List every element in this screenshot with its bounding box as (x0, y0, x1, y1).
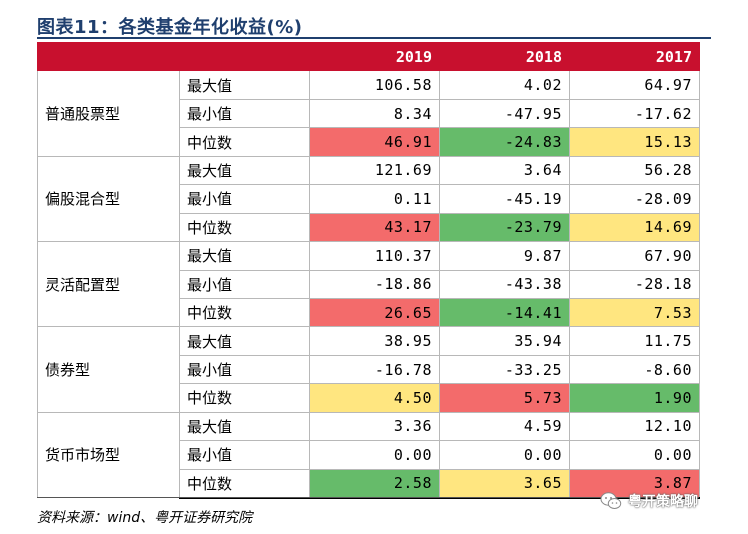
table-row: 中位数 43.17 -23.79 14.69 (38, 212, 700, 243)
value-cell: -28.18 (569, 269, 700, 299)
value-cell: -23.79 (439, 212, 570, 243)
wechat-icon (600, 492, 622, 509)
value-cell: 8.34 (309, 98, 440, 129)
metric-cell: 最小值 (179, 440, 310, 470)
header-year-2017: 2017 (569, 41, 700, 72)
watermark-text: 粤开策略聊 (628, 494, 698, 510)
category-cell: 灵活配置型 (37, 241, 180, 328)
value-cell: 67.90 (569, 241, 700, 271)
value-cell: 3.64 (439, 155, 570, 186)
value-cell: -33.25 (439, 354, 570, 385)
value-cell: 9.87 (439, 241, 570, 271)
table-row: 中位数 2.58 3.65 3.87 (38, 468, 700, 499)
table-row: 货币市场型 最大值 3.36 4.59 12.10 (37, 411, 700, 499)
header-year-2018: 2018 (439, 41, 570, 72)
metric-cell: 最大值 (179, 155, 310, 186)
value-cell: 3.36 (309, 411, 440, 442)
value-cell: 4.59 (439, 411, 570, 442)
value-cell: 38.95 (309, 326, 440, 356)
metric-cell: 最大值 (179, 326, 310, 356)
value-cell: 46.91 (309, 127, 440, 157)
table-row: 灵活配置型 最大值 110.37 9.87 67.90 (37, 241, 700, 328)
value-cell: -16.78 (309, 354, 440, 385)
value-cell: 3.87 (569, 468, 700, 499)
metric-cell: 最小值 (179, 184, 310, 214)
value-cell: 1.90 (569, 383, 700, 413)
value-cell: 2.58 (309, 468, 440, 499)
table-header-row: 2019 2018 2017 (37, 41, 700, 72)
value-cell: -24.83 (439, 127, 570, 157)
metric-cell: 中位数 (179, 468, 310, 499)
header-blank-cell (37, 41, 310, 72)
header-year-2019: 2019 (309, 41, 440, 72)
value-cell: -28.09 (569, 184, 700, 214)
table-row: 最小值 0.11 -45.19 -28.09 (38, 184, 700, 214)
category-cell: 债券型 (37, 326, 180, 413)
source-note: 资料来源：wind、粤开证券研究院 (37, 510, 253, 526)
value-cell: 43.17 (309, 212, 440, 243)
category-cell: 货币市场型 (37, 411, 180, 499)
value-cell: 12.10 (569, 411, 700, 442)
value-cell: -47.95 (439, 98, 570, 129)
category-cell: 普通股票型 (37, 70, 180, 157)
metric-cell: 中位数 (179, 127, 310, 157)
table-row: 最小值 -18.86 -43.38 -28.18 (38, 269, 700, 299)
value-cell: -14.41 (439, 297, 570, 328)
value-cell: 15.13 (569, 127, 700, 157)
table-row: 最小值 8.34 -47.95 -17.62 (38, 98, 700, 129)
value-cell: 35.94 (439, 326, 570, 356)
value-cell: 3.65 (439, 468, 570, 499)
value-cell: 7.53 (569, 297, 700, 328)
table-row: 债券型 最大值 38.95 35.94 11.75 (37, 326, 700, 413)
metric-cell: 最大值 (179, 70, 310, 100)
metric-cell: 中位数 (179, 212, 310, 243)
value-cell: 0.11 (309, 184, 440, 214)
value-cell: 0.00 (439, 440, 570, 470)
watermark: 粤开策略聊 (600, 491, 698, 511)
value-cell: 11.75 (569, 326, 700, 356)
metric-cell: 最小值 (179, 269, 310, 299)
value-cell: -45.19 (439, 184, 570, 214)
value-cell: 121.69 (309, 155, 440, 186)
value-cell: 56.28 (569, 155, 700, 186)
value-cell: -43.38 (439, 269, 570, 299)
value-cell: -17.62 (569, 98, 700, 129)
value-cell: 0.00 (309, 440, 440, 470)
value-cell: 14.69 (569, 212, 700, 243)
value-cell: -18.86 (309, 269, 440, 299)
table-row: 中位数 46.91 -24.83 15.13 (38, 127, 700, 157)
metric-cell: 最大值 (179, 241, 310, 271)
metric-cell: 最大值 (179, 411, 310, 442)
category-cell: 偏股混合型 (37, 155, 180, 243)
value-cell: 4.02 (439, 70, 570, 100)
metric-cell: 中位数 (179, 383, 310, 413)
title-divider (37, 37, 711, 39)
value-cell: 64.97 (569, 70, 700, 100)
value-cell: 5.73 (439, 383, 570, 413)
value-cell: 4.50 (309, 383, 440, 413)
value-cell: 26.65 (309, 297, 440, 328)
footer-divider (37, 497, 699, 498)
metric-cell: 最小值 (179, 98, 310, 129)
table-row: 普通股票型 最大值 106.58 4.02 64.97 (37, 70, 700, 157)
fund-returns-table: 2019 2018 2017 普通股票型 最大值 106.58 4.02 64.97 最小… (37, 41, 700, 499)
value-cell: 0.00 (569, 440, 700, 470)
page-title: 图表11：各类基金年化收益(%) (37, 17, 303, 38)
value-cell: -8.60 (569, 354, 700, 385)
metric-cell: 中位数 (179, 297, 310, 328)
table-row: 偏股混合型 最大值 121.69 3.64 56.28 (37, 155, 700, 243)
value-cell: 110.37 (309, 241, 440, 271)
metric-cell: 最小值 (179, 354, 310, 385)
value-cell: 106.58 (309, 70, 440, 100)
